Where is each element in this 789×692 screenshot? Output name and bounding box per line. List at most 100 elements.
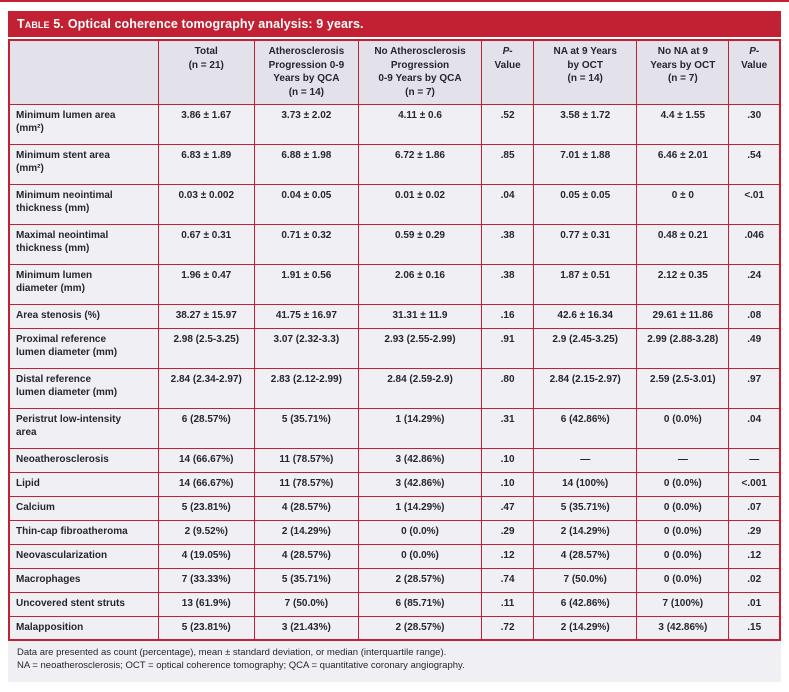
row-label: Neoatherosclerosis [8, 447, 159, 473]
table-row: Neoatherosclerosis 14 (66.67%) 11 (78.57%)… [8, 447, 781, 473]
table-cell: 11 (78.57%) [253, 471, 359, 497]
row-label: Peristrut low-intensity area [8, 407, 159, 449]
table-cell: 0.71 ± 0.32 [253, 223, 359, 265]
column-header: No Atherosclerosis Progression 0-9 Years… [357, 39, 483, 105]
table-cell: 41.75 ± 16.97 [253, 303, 359, 329]
table-row: Calcium 5 (23.81%) 4 (28.57%) 1 (14.29%) .47… [8, 495, 781, 521]
table-cell: — [728, 447, 781, 473]
page-top-rule [0, 0, 789, 2]
table-row: Neovascularization 4 (19.05%) 4 (28.57%) 0 … [8, 543, 781, 569]
table-cell: 3.58 ± 1.72 [533, 103, 638, 145]
table-row: Lipid 14 (66.67%) 11 (78.57%) 3 (42.86%) .10… [8, 471, 781, 497]
table-cell: 1.96 ± 0.47 [157, 263, 255, 305]
table-cell: 0 ± 0 [636, 183, 730, 225]
corner-cell [8, 39, 159, 105]
column-header: P- Value [728, 39, 781, 105]
table-cell: 7.01 ± 1.88 [533, 143, 638, 185]
table-cell: .91 [481, 327, 535, 369]
table-cell: 0 (0.0%) [636, 495, 730, 521]
column-header: NA at 9 Years by OCT (n = 14) [533, 39, 638, 105]
table-cell: 0.04 ± 0.05 [253, 183, 359, 225]
table-cell: 0 (0.0%) [636, 471, 730, 497]
table-cell: .12 [728, 543, 781, 569]
table-cell: 13 (61.9%) [157, 591, 255, 617]
table-cell: 0 (0.0%) [357, 519, 483, 545]
header-row: Total (n = 21) Atherosclerosis Progressio… [8, 39, 781, 105]
table-cell: .38 [481, 223, 535, 265]
row-label: Calcium [8, 495, 159, 521]
table-cell: 7 (33.33%) [157, 567, 255, 593]
table-cell: 2.06 ± 0.16 [357, 263, 483, 305]
table-cell: 6.88 ± 1.98 [253, 143, 359, 185]
table-row: Macrophages 7 (33.33%) 5 (35.71%) 2 (28.57%… [8, 567, 781, 593]
table-row: Minimum lumen area (mm²) 3.86 ± 1.67 3.73 … [8, 103, 781, 145]
table-cell: 4 (19.05%) [157, 543, 255, 569]
table-cell: .01 [728, 591, 781, 617]
row-label: Thin-cap fibroatheroma [8, 519, 159, 545]
table-row: Minimum lumen diameter (mm) 1.96 ± 0.47 1.… [8, 263, 781, 305]
table-cell: .31 [481, 407, 535, 449]
table-title-text: Optical coherence tomography analysis: 9… [67, 17, 364, 31]
table-cell: 6 (85.71%) [357, 591, 483, 617]
table-cell: 3.07 (2.32-3.3) [253, 327, 359, 369]
table-cell: 2 (28.57%) [357, 567, 483, 593]
table-cell: 1.91 ± 0.56 [253, 263, 359, 305]
table-cell: .74 [481, 567, 535, 593]
table-cell: 1 (14.29%) [357, 495, 483, 521]
table-row: Minimum neointimal thickness (mm) 0.03 ± … [8, 183, 781, 225]
table-cell: .80 [481, 367, 535, 409]
column-header: P- Value [481, 39, 535, 105]
table-cell: 3 (21.43%) [253, 615, 359, 641]
table-cell: .15 [728, 615, 781, 641]
table-cell: 5 (35.71%) [253, 567, 359, 593]
table-cell: 38.27 ± 15.97 [157, 303, 255, 329]
row-label: Uncovered stent struts [8, 591, 159, 617]
table-cell: 3.86 ± 1.67 [157, 103, 255, 145]
table-cell: 2 (14.29%) [533, 615, 638, 641]
table-cell: .046 [728, 223, 781, 265]
table-cell: .29 [728, 519, 781, 545]
table-cell: 2.59 (2.5-3.01) [636, 367, 730, 409]
table-cell: 3 (42.86%) [357, 471, 483, 497]
table-cell: .02 [728, 567, 781, 593]
table-cell: 0.03 ± 0.002 [157, 183, 255, 225]
table-cell: 42.6 ± 16.34 [533, 303, 638, 329]
table-cell: .07 [728, 495, 781, 521]
table-cell: .16 [481, 303, 535, 329]
table-cell: 7 (50.0%) [533, 567, 638, 593]
p-symbol: P- [502, 46, 513, 57]
table-cell: 0 (0.0%) [636, 407, 730, 449]
table-cell: 14 (66.67%) [157, 447, 255, 473]
table-row: Minimum stent area (mm²) 6.83 ± 1.89 6.88 … [8, 143, 781, 185]
column-header: Total (n = 21) [157, 39, 255, 105]
table-cell: 3 (42.86%) [636, 615, 730, 641]
table-cell: 0 (0.0%) [636, 567, 730, 593]
table-body: Minimum lumen area (mm²) 3.86 ± 1.67 3.73 … [8, 103, 781, 641]
row-label: Neovascularization [8, 543, 159, 569]
table-cell: 2 (14.29%) [533, 519, 638, 545]
table-cell: 2.84 (2.59-2.9) [357, 367, 483, 409]
table-cell: .12 [481, 543, 535, 569]
row-label: Lipid [8, 471, 159, 497]
table-cell: 2.98 (2.5-3.25) [157, 327, 255, 369]
table-cell: 5 (35.71%) [533, 495, 638, 521]
table-cell: 5 (23.81%) [157, 495, 255, 521]
table-cell: 0 (0.0%) [357, 543, 483, 569]
footnote-line: Data are presented as count (percentage)… [17, 647, 447, 658]
table-cell: .49 [728, 327, 781, 369]
table-cell: .54 [728, 143, 781, 185]
table-cell: 29.61 ± 11.86 [636, 303, 730, 329]
table-cell: 11 (78.57%) [253, 447, 359, 473]
table-cell: 1.87 ± 0.51 [533, 263, 638, 305]
table-cell: 14 (100%) [533, 471, 638, 497]
row-label: Malapposition [8, 615, 159, 641]
table-cell: .29 [481, 519, 535, 545]
table-row: Area stenosis (%) 38.27 ± 15.97 41.75 ± 16… [8, 303, 781, 329]
table-cell: 6 (42.86%) [533, 591, 638, 617]
table-cell: — [636, 447, 730, 473]
table-cell: .38 [481, 263, 535, 305]
table-row: Proximal reference lumen diameter (mm) 2.… [8, 327, 781, 369]
table-row: Thin-cap fibroatheroma 2 (9.52%) 2 (14.29%… [8, 519, 781, 545]
row-label: Minimum stent area (mm²) [8, 143, 159, 185]
table-cell: 7 (50.0%) [253, 591, 359, 617]
